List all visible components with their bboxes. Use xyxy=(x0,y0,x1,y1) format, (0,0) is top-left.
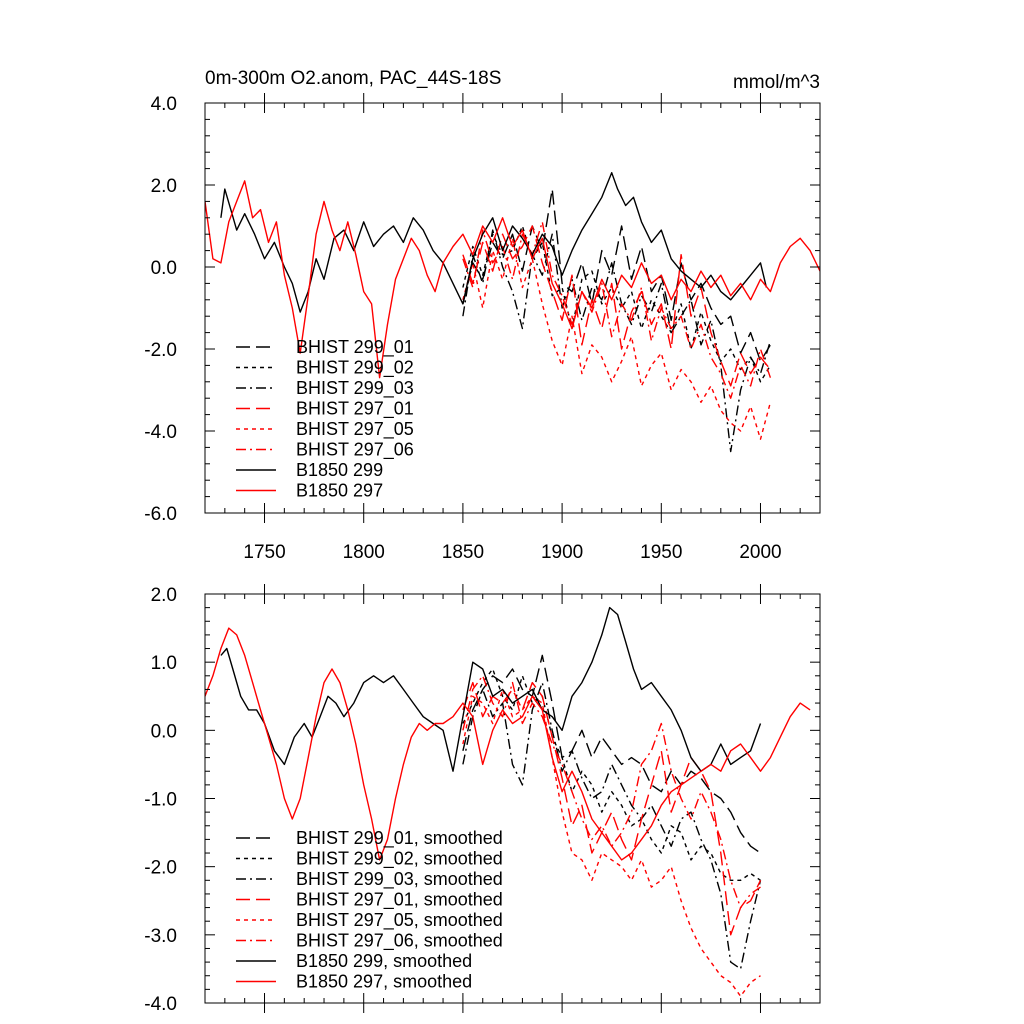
y-tick-label: -4.0 xyxy=(144,422,177,443)
legend-label: BHIST 299_02, smoothed xyxy=(296,849,503,870)
series-line-5 xyxy=(462,675,761,909)
series-group xyxy=(205,171,820,453)
y-tick-label: -2.0 xyxy=(144,858,177,879)
legend-label: BHIST 297_05, smoothed xyxy=(296,910,503,931)
series-line-2 xyxy=(462,681,762,970)
legend-label: BHIST 299_01, smoothed xyxy=(296,828,503,849)
legend-label: BHIST 299_03, smoothed xyxy=(296,869,503,890)
series-line-7 xyxy=(205,627,811,861)
legend-label: B1850 299 xyxy=(296,460,383,480)
units-label: mmol/m^3 xyxy=(733,72,820,93)
y-tick-label: -3.0 xyxy=(144,926,177,947)
y-tick-label: -2.0 xyxy=(144,340,177,361)
legend-label: B1850 297 xyxy=(296,481,383,501)
series-group xyxy=(205,606,811,997)
legend-label: B1850 297, smoothed xyxy=(296,972,472,992)
x-tick-label: 2000 xyxy=(739,542,781,563)
y-tick-label: -1.0 xyxy=(144,790,177,811)
legend-label: BHIST 299_01 xyxy=(296,337,414,358)
plot-frame xyxy=(204,102,821,514)
series-line-4 xyxy=(462,688,761,997)
legend-label: BHIST 299_03 xyxy=(296,378,414,399)
y-tick-label: -4.0 xyxy=(144,994,177,1015)
y-tick-label: 2.0 xyxy=(151,176,177,197)
bottom-panel: -4.0 -3.0 -2.0 -1.0 0.0 1.0 2.0 BHIST 299_01, s… xyxy=(144,584,821,1015)
legend-label: BHIST 297_06 xyxy=(296,440,414,461)
legend-label: BHIST 297_05 xyxy=(296,419,414,440)
chart-title: 0m-300m O2.anom, PAC_44S-18S xyxy=(205,68,501,89)
y-tick-label: 4.0 xyxy=(151,94,177,115)
x-tick-label: 1800 xyxy=(343,542,385,563)
series-line-6 xyxy=(220,171,768,313)
series-line-2 xyxy=(462,229,772,453)
series-line-1 xyxy=(462,225,771,383)
series-line-1 xyxy=(462,668,761,881)
series-line-3 xyxy=(462,225,771,387)
series-line-4 xyxy=(462,237,772,440)
y-tick-label: 0.0 xyxy=(151,721,177,742)
series-line-3 xyxy=(462,681,762,936)
y-tick-label: -6.0 xyxy=(144,504,177,525)
y-tick-label: 1.0 xyxy=(151,653,177,674)
y-tick-label: 0.0 xyxy=(151,258,177,279)
legend-label: BHIST 297_01, smoothed xyxy=(296,890,503,911)
x-tick-label: 1900 xyxy=(541,542,583,563)
top-panel: 0m-300m O2.anom, PAC_44S-18S mmol/m^3 -6… xyxy=(144,68,821,563)
legend-label: B1850 299, smoothed xyxy=(296,951,472,971)
y-tick-label: 2.0 xyxy=(151,585,177,606)
legend-label: BHIST 297_06, smoothed xyxy=(296,931,503,952)
legend-label: BHIST 297_01 xyxy=(296,399,414,420)
legend-label: BHIST 299_02 xyxy=(296,358,414,379)
series-line-0 xyxy=(462,654,761,854)
x-tick-label: 1750 xyxy=(243,542,285,563)
series-line-6 xyxy=(220,606,762,772)
series-line-5 xyxy=(462,221,772,399)
x-tick-label: 1850 xyxy=(442,542,484,563)
series-line-7 xyxy=(205,180,820,379)
x-tick-label: 1950 xyxy=(640,542,682,563)
series-line-0 xyxy=(462,188,771,362)
